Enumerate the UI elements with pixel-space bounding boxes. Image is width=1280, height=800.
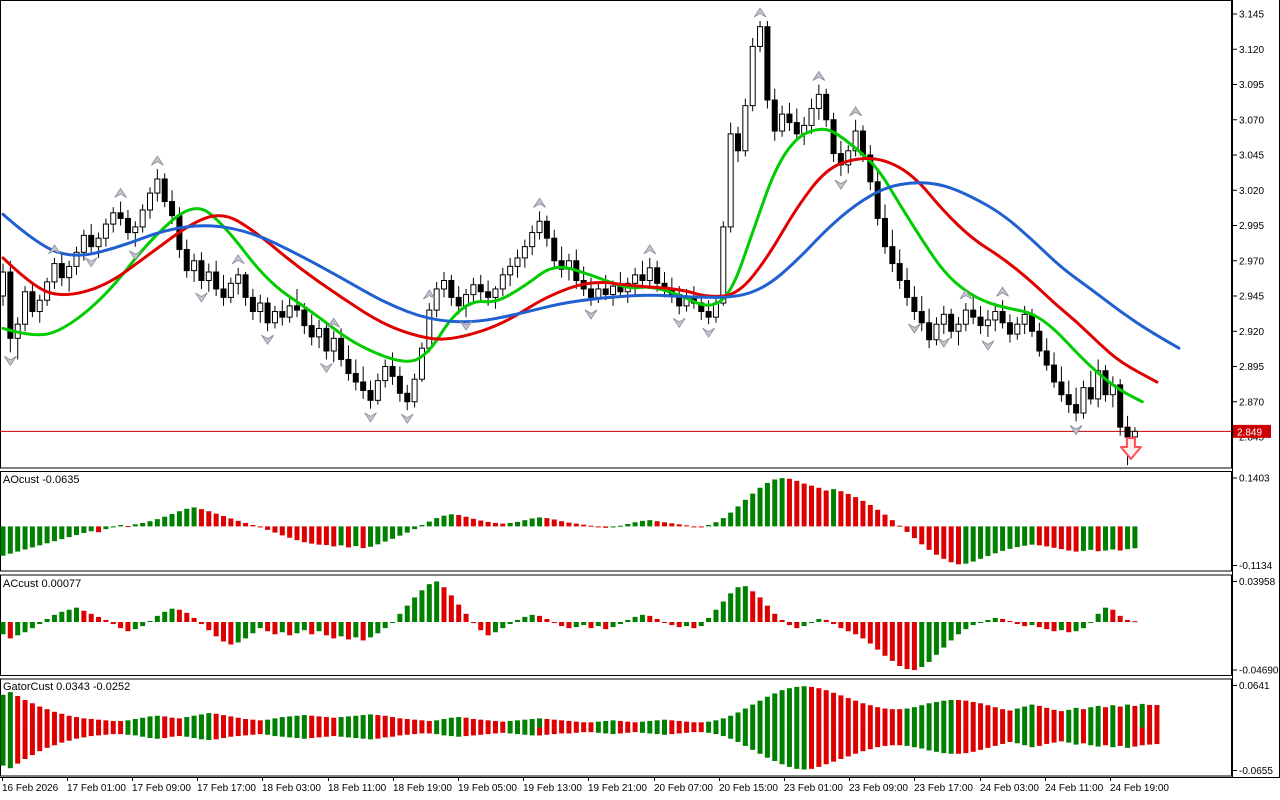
gator-panel-label: GatorCust 0.0343 -0.0252 [3,681,131,693]
fractal-arrows [4,7,1083,436]
svg-text:24 Feb 11:00: 24 Feb 11:00 [1045,783,1104,794]
alligator-teeth-line [1,156,1159,384]
gator-histogram [0,686,1160,770]
svg-text:3.045: 3.045 [1239,151,1264,162]
svg-text:18 Feb 11:00: 18 Feb 11:00 [328,783,387,794]
svg-text:23 Feb 01:00: 23 Feb 01:00 [784,783,843,794]
gator-axis: 0.0641 -0.0655 [1232,681,1273,777]
svg-text:19 Feb 21:00: 19 Feb 21:00 [588,783,647,794]
svg-text:19 Feb 13:00: 19 Feb 13:00 [523,783,582,794]
svg-text:17 Feb 09:00: 17 Feb 09:00 [132,783,191,794]
svg-text:2.995: 2.995 [1239,221,1264,232]
svg-text:20 Feb 07:00: 20 Feb 07:00 [654,783,713,794]
svg-text:-0.1134: -0.1134 [1239,561,1273,572]
svg-text:3.120: 3.120 [1239,45,1264,56]
svg-text:3.070: 3.070 [1239,115,1264,126]
svg-text:0.03958: 0.03958 [1239,577,1276,588]
alligator-lips-line [1,127,1144,404]
svg-text:2.849: 2.849 [1237,427,1262,438]
ao-histogram [0,478,1138,565]
svg-text:-0.0655: -0.0655 [1239,766,1273,777]
candles-layer [0,21,1138,466]
svg-text:3.095: 3.095 [1239,80,1264,91]
signal-down-arrow [1119,437,1142,460]
svg-text:17 Feb 01:00: 17 Feb 01:00 [67,783,126,794]
svg-text:2.945: 2.945 [1239,292,1264,303]
svg-text:16 Feb 2026: 16 Feb 2026 [2,783,59,794]
svg-text:23 Feb 09:00: 23 Feb 09:00 [849,783,908,794]
ao-axis: 0.1403 -0.1134 [1232,474,1273,572]
svg-text:3.020: 3.020 [1239,186,1264,197]
svg-text:20 Feb 15:00: 20 Feb 15:00 [719,783,778,794]
svg-text:3.145: 3.145 [1239,10,1264,21]
svg-text:24 Feb 19:00: 24 Feb 19:00 [1110,783,1169,794]
svg-text:18 Feb 03:00: 18 Feb 03:00 [262,783,321,794]
svg-text:2.920: 2.920 [1239,327,1264,338]
ac-histogram [0,581,1138,671]
svg-text:24 Feb 03:00: 24 Feb 03:00 [980,783,1039,794]
svg-text:2.970: 2.970 [1239,256,1264,267]
svg-text:18 Feb 19:00: 18 Feb 19:00 [393,783,452,794]
ac-axis: 0.03958 -0.04690 [1232,577,1279,677]
price-axis: 3.145 3.120 3.095 3.070 3.045 3.020 2.995 2.970… [1232,10,1264,444]
svg-text:19 Feb 05:00: 19 Feb 05:00 [458,783,517,794]
svg-text:17 Feb 17:00: 17 Feb 17:00 [197,783,256,794]
svg-text:2.845: 2.845 [1239,433,1264,444]
svg-text:0.1403: 0.1403 [1239,474,1270,485]
ac-panel-label: ACcust 0.00077 [3,578,82,590]
alligator-jaw-line [1,181,1181,350]
ao-panel-label: AOcust -0.0635 [3,474,80,486]
svg-text:0.0641: 0.0641 [1239,681,1270,692]
svg-text:23 Feb 17:00: 23 Feb 17:00 [914,783,973,794]
svg-text:-0.04690: -0.04690 [1239,666,1279,677]
current-price-tag: 2.849 [1233,424,1271,438]
svg-text:2.870: 2.870 [1239,397,1264,408]
svg-text:2.895: 2.895 [1239,362,1264,373]
time-axis: 16 Feb 2026 17 Feb 01:00 17 Feb 09:00 17 Fe… [2,777,1169,794]
